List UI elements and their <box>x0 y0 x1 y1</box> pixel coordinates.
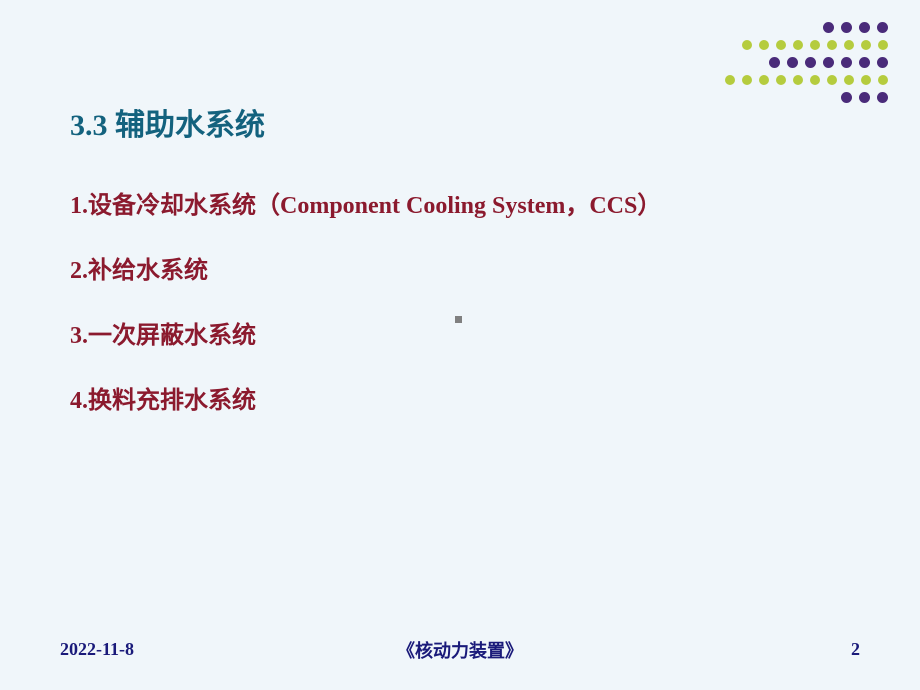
dot-icon <box>810 75 820 85</box>
dot-icon <box>793 40 803 50</box>
dot-icon <box>725 75 735 85</box>
dot-icon <box>877 57 888 68</box>
dot-row <box>725 40 888 50</box>
dot-icon <box>878 40 888 50</box>
dot-icon <box>793 75 803 85</box>
dot-row <box>725 92 888 103</box>
dot-icon <box>877 92 888 103</box>
dot-icon <box>859 57 870 68</box>
dot-icon <box>841 57 852 68</box>
footer-date: 2022-11-8 <box>60 639 134 660</box>
section-title: 3.3 辅助水系统 <box>70 100 265 144</box>
dot-icon <box>844 40 854 50</box>
center-marker-icon <box>455 316 462 323</box>
dot-icon <box>841 92 852 103</box>
dot-row <box>725 22 888 33</box>
dot-icon <box>759 40 769 50</box>
dot-icon <box>776 40 786 50</box>
dot-icon <box>861 40 871 50</box>
dot-icon <box>827 75 837 85</box>
dot-icon <box>805 57 816 68</box>
footer: 2022-11-8 《核动力装置》 2 <box>0 639 920 660</box>
footer-title: 《核动力装置》 <box>397 637 523 663</box>
dot-row <box>725 57 888 68</box>
list-item: 4.换料充排水系统 <box>70 380 661 415</box>
dot-icon <box>877 22 888 33</box>
dot-icon <box>844 75 854 85</box>
dot-icon <box>823 22 834 33</box>
list-item: 3.一次屏蔽水系统 <box>70 315 661 350</box>
dot-icon <box>742 40 752 50</box>
dot-icon <box>878 75 888 85</box>
slide: 3.3 辅助水系统 1.设备冷却水系统（Component Cooling Sy… <box>0 0 920 690</box>
dot-icon <box>787 57 798 68</box>
dot-icon <box>827 40 837 50</box>
dot-icon <box>759 75 769 85</box>
dot-icon <box>859 22 870 33</box>
list-item: 1.设备冷却水系统（Component Cooling System，CCS） <box>70 185 661 220</box>
content-list: 1.设备冷却水系统（Component Cooling System，CCS） 2… <box>70 185 661 415</box>
list-item: 2.补给水系统 <box>70 250 661 285</box>
dot-icon <box>810 40 820 50</box>
dot-icon <box>776 75 786 85</box>
dot-icon <box>841 22 852 33</box>
dot-icon <box>861 75 871 85</box>
dot-decoration <box>725 22 888 103</box>
dot-icon <box>769 57 780 68</box>
footer-page: 2 <box>851 639 860 660</box>
dot-icon <box>823 57 834 68</box>
dot-icon <box>859 92 870 103</box>
dot-row <box>725 75 888 85</box>
dot-icon <box>742 75 752 85</box>
